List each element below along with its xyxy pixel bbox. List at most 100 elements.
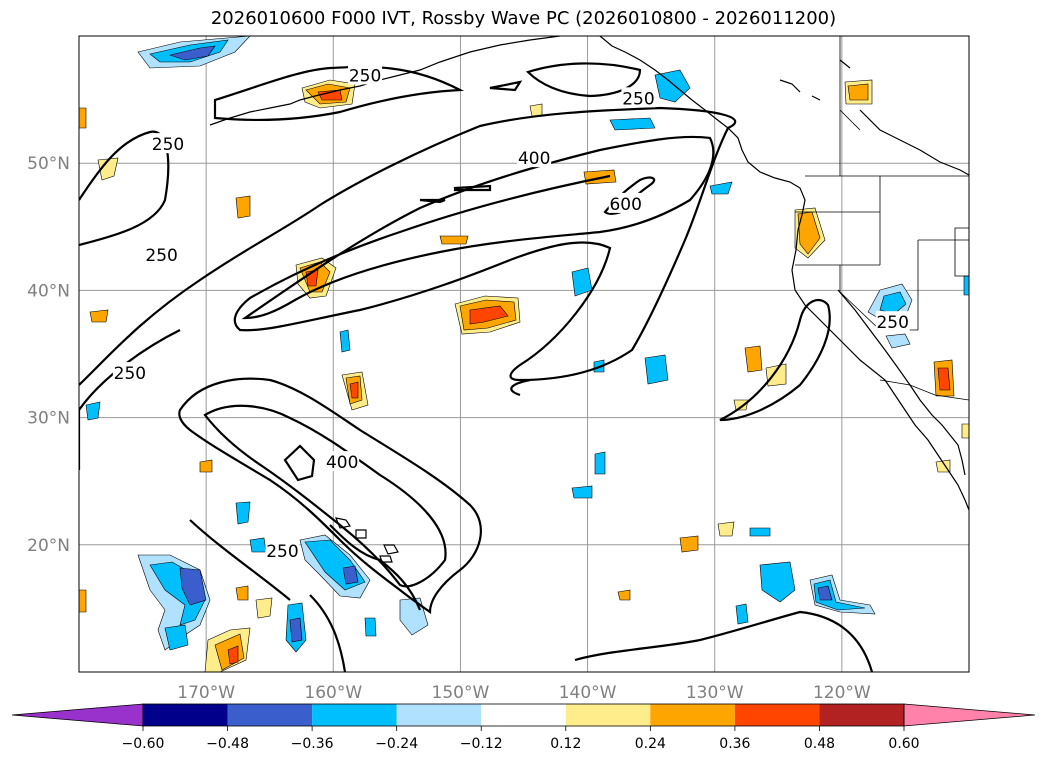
- pos-anomaly-patch: [469, 305, 509, 325]
- neg-anomaly-patch: [571, 485, 593, 499]
- pos-anomaly-patch: [79, 589, 87, 613]
- colorbar-segment: [565, 704, 651, 726]
- pos-anomaly-patch: [89, 309, 109, 323]
- longitude-labels: 170°W 160°W 150°W 140°W 130°W 120°W: [177, 683, 871, 703]
- contour-label: 250: [622, 89, 654, 109]
- contour-label: 400: [518, 149, 550, 169]
- colorbar-tick-label: 0.48: [804, 736, 835, 752]
- neg-anomaly-patch: [735, 603, 749, 625]
- ivt-contours: [79, 62, 874, 672]
- colorbar-segment: [734, 704, 820, 726]
- colorbar-outline: [142, 703, 905, 727]
- colorbar-segment: [312, 704, 397, 726]
- neg-anomaly-patch: [85, 401, 101, 421]
- colorbar-extend-low: [11, 703, 144, 727]
- colorbar-tick-label: −0.60: [122, 736, 165, 752]
- contour-labels: 250 250 400 600 250 250 250 250 400 250: [112, 64, 910, 562]
- colorbar-segment: [227, 704, 313, 726]
- neg-anomaly-patch: [249, 537, 267, 553]
- lon-tick-label: 120°W: [813, 683, 871, 703]
- colorbar: −0.60 −0.48 −0.36 −0.24 −0.12 0.12 0.24 0.36 0.4…: [11, 703, 1036, 752]
- colorbar-tick-label: −0.48: [206, 736, 249, 752]
- contour-label-bg: [112, 362, 147, 383]
- colorbar-extend-high: [903, 703, 1036, 727]
- neg-anomaly-patch: [644, 354, 669, 385]
- neg-anomaly-patch: [364, 617, 377, 637]
- colorbar-segment: [396, 704, 482, 726]
- neg-anomaly-patch: [594, 451, 606, 475]
- neg-anomaly-patch: [235, 501, 251, 525]
- colorbar-tick-label: 0.36: [719, 736, 750, 752]
- pos-anomaly-patch: [744, 345, 763, 373]
- pos-anomaly-patch: [717, 521, 735, 537]
- contour-label-bg: [265, 540, 300, 561]
- neg-anomaly-patch: [168, 45, 216, 61]
- neg-anomaly-patch: [399, 597, 429, 636]
- ivt-contour-400: [241, 135, 715, 320]
- pos-anomaly-patch: [235, 195, 251, 219]
- pos-anomaly-patch: [847, 83, 869, 101]
- ivt-contour-250-south: [178, 377, 482, 615]
- contour-label-bg: [875, 311, 910, 332]
- pos-anomaly-patch: [733, 399, 749, 411]
- shaded-anomalies: [79, 36, 969, 672]
- colorbar-tick-label: −0.36: [291, 736, 334, 752]
- alaska-gulf-coast: [599, 36, 969, 511]
- lon-tick-label: 130°W: [686, 683, 744, 703]
- map-frame: [78, 35, 970, 673]
- contour-label: 250: [114, 364, 146, 384]
- state-line-wy: [954, 227, 969, 277]
- colorbar-segment: [819, 704, 904, 726]
- pos-anomaly-patch: [79, 107, 87, 129]
- neg-anomaly-patch: [879, 291, 907, 315]
- lat-tick-label: 50°N: [27, 154, 70, 174]
- neg-anomaly-patch: [339, 329, 351, 353]
- canada-provinces: [839, 36, 861, 176]
- map-background: [79, 36, 969, 672]
- pos-anomaly-patch: [235, 585, 249, 601]
- neg-anomaly-patch: [709, 181, 733, 195]
- pos-anomaly-patch: [529, 103, 543, 117]
- neg-anomaly-patch: [759, 561, 796, 603]
- colorbar-tick-label: 0.12: [550, 736, 581, 752]
- ivt-contour-250-se: [574, 610, 874, 672]
- political-boundaries: [795, 36, 969, 401]
- lon-tick-label: 140°W: [559, 683, 617, 703]
- ivt-contour-250-east: [719, 298, 831, 422]
- ivt-contour-250-lower: [189, 519, 422, 611]
- arctic-islands: [779, 59, 969, 176]
- contour-label: 600: [609, 195, 641, 215]
- lat-tick-label: 40°N: [27, 281, 70, 301]
- neg-anomaly-patch: [342, 565, 359, 585]
- contour-label-bg: [517, 147, 552, 168]
- neg-anomaly-patch: [885, 333, 911, 349]
- baja-coast: [837, 289, 966, 476]
- neg-anomaly-patch: [654, 69, 691, 103]
- ivt-contour-250-top: [489, 62, 642, 98]
- contour-label: 250: [145, 246, 177, 266]
- pos-anomaly-patch: [961, 423, 969, 439]
- ivt-contour-400-south: [203, 404, 447, 588]
- pos-anomaly-patch: [255, 597, 273, 619]
- contour-label-bg: [325, 451, 360, 472]
- neg-anomaly-patch: [289, 617, 303, 643]
- neg-anomaly-patch: [963, 275, 969, 296]
- map-title: 2026010600 F000 IVT, Rossby Wave PC (202…: [210, 8, 837, 29]
- ivt-contour-small-loop: [283, 444, 316, 482]
- contour-label-bg: [621, 87, 656, 108]
- pos-anomaly-patch: [617, 589, 631, 601]
- pos-anomaly-patch: [679, 535, 699, 553]
- latitude-labels: 20°N 30°N 40°N 50°N: [27, 154, 70, 556]
- us-mexico-border: [879, 379, 969, 401]
- lat-tick-label: 30°N: [27, 409, 70, 429]
- contour-label-bg: [144, 243, 179, 264]
- contour-label: 400: [326, 453, 358, 473]
- colorbar-tick-label: −0.24: [375, 736, 418, 752]
- contour-label: 250: [349, 66, 381, 86]
- contour-label-bg: [348, 64, 383, 85]
- pos-anomaly-patch: [199, 459, 213, 473]
- ivt-contour-250-sw: [309, 378, 531, 672]
- neg-anomaly-patch: [609, 117, 656, 131]
- colorbar-segment: [143, 704, 228, 726]
- lon-tick-label: 160°W: [304, 683, 362, 703]
